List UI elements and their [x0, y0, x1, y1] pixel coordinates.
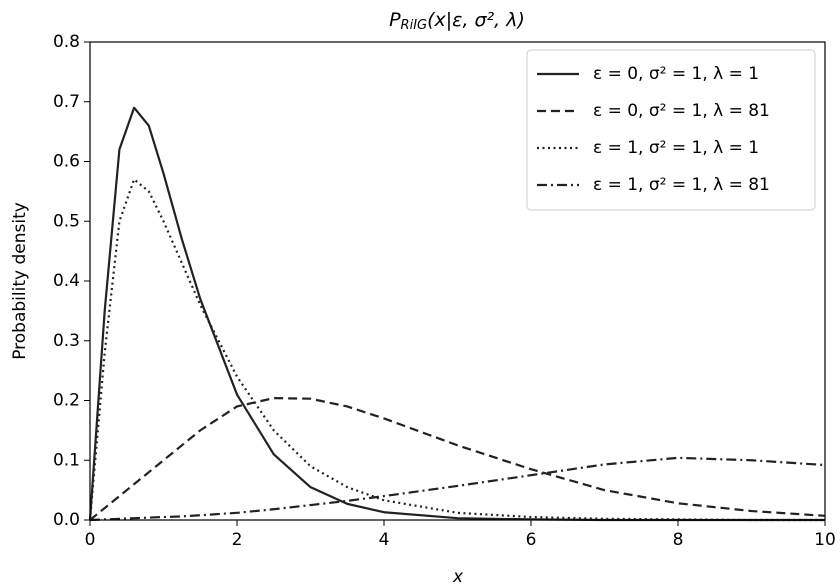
- y-tick-label: 0.4: [53, 271, 80, 291]
- y-tick-label: 0.6: [53, 152, 80, 172]
- x-tick-label: 6: [526, 530, 537, 550]
- x-tick-label: 10: [814, 530, 836, 550]
- y-axis-label: Probability density: [10, 202, 30, 360]
- legend-label: ε = 1, σ² = 1, λ = 1: [593, 138, 759, 158]
- title-main: P: [389, 9, 401, 31]
- chart-title: PRiIG(x|ε, σ², λ): [389, 9, 525, 33]
- legend-label: ε = 0, σ² = 1, λ = 1: [593, 64, 759, 84]
- x-tick-label: 2: [232, 530, 243, 550]
- x-axis-label: x: [452, 567, 464, 587]
- title-sub: RiIG: [401, 18, 428, 33]
- y-tick-label: 0.5: [53, 211, 80, 231]
- y-tick-label: 0.7: [53, 92, 80, 112]
- series-line: [90, 179, 825, 520]
- series-line: [90, 458, 825, 520]
- y-tick-label: 0.1: [53, 450, 80, 470]
- legend: ε = 0, σ² = 1, λ = 1 ε = 0, σ² = 1, λ = 8…: [527, 50, 815, 210]
- x-tick-label: 8: [673, 530, 684, 550]
- legend-label: ε = 1, σ² = 1, λ = 81: [593, 175, 770, 195]
- chart: PRiIG(x|ε, σ², λ) x Probability density …: [0, 0, 840, 587]
- y-tick-label: 0.0: [53, 510, 80, 530]
- x-tick-label: 4: [379, 530, 390, 550]
- x-tick-label: 0: [85, 530, 96, 550]
- legend-label: ε = 0, σ² = 1, λ = 81: [593, 101, 770, 121]
- y-tick-label: 0.2: [53, 391, 80, 411]
- title-rest: (x|ε, σ², λ): [427, 9, 525, 31]
- y-tick-label: 0.8: [53, 32, 80, 52]
- y-tick-label: 0.3: [53, 331, 80, 351]
